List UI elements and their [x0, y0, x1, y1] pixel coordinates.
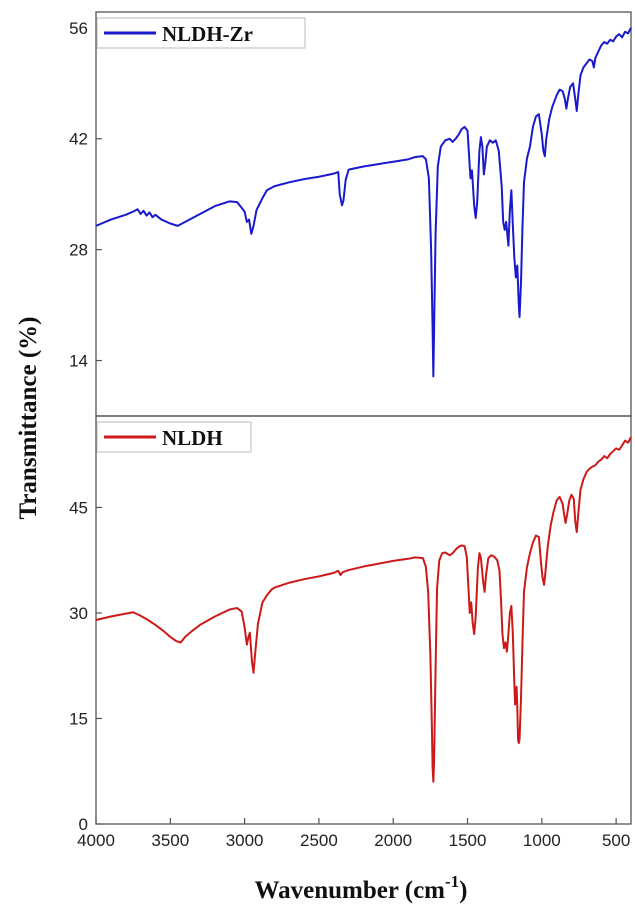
x-tick-label: 2500: [300, 831, 338, 850]
x-axis-title-close: ): [459, 877, 467, 904]
x-tick-label: 1500: [449, 831, 487, 850]
x-tick-label: 4000: [77, 831, 115, 850]
x-axis-title: Wavenumber (cm-1): [255, 872, 468, 904]
series-line-nldh: [95, 436, 632, 783]
x-tick-label: 2000: [374, 831, 412, 850]
legend-label: NLDH-Zr: [162, 22, 253, 46]
y-axis-title: Transmittance (%): [15, 317, 42, 520]
bottom-panel-frame: [95, 415, 632, 825]
legend-box: [96, 421, 252, 453]
y-tick-label: 15: [69, 709, 88, 728]
y-tick-label: 30: [69, 604, 88, 623]
top-panel-frame: [95, 11, 632, 417]
legend-label: NLDH: [162, 426, 223, 450]
x-tick-label: 3000: [226, 831, 264, 850]
x-axis-title-main: Wavenumber (cm: [255, 877, 446, 904]
y-tick-label: 56: [69, 19, 88, 38]
y-tick-label: 0: [79, 815, 88, 834]
y-tick-label: 28: [69, 241, 88, 260]
y-tick-label: 42: [69, 130, 88, 149]
x-tick-label: 3500: [151, 831, 189, 850]
x-tick-label: 1000: [523, 831, 561, 850]
x-axis-title-superscript: -1: [445, 872, 459, 891]
y-tick-label: 14: [69, 352, 88, 371]
top-panel: 14 28 42 56 NLDH-Zr: [69, 17, 632, 378]
x-tick-label: 500: [602, 831, 630, 850]
y-tick-label: 45: [69, 498, 88, 517]
bottom-panel: 0 15 30 45 4000 3500 3000 2500 2000 1500 1000 500 NL…: [69, 421, 632, 850]
series-line-nldh-zr: [95, 27, 632, 378]
